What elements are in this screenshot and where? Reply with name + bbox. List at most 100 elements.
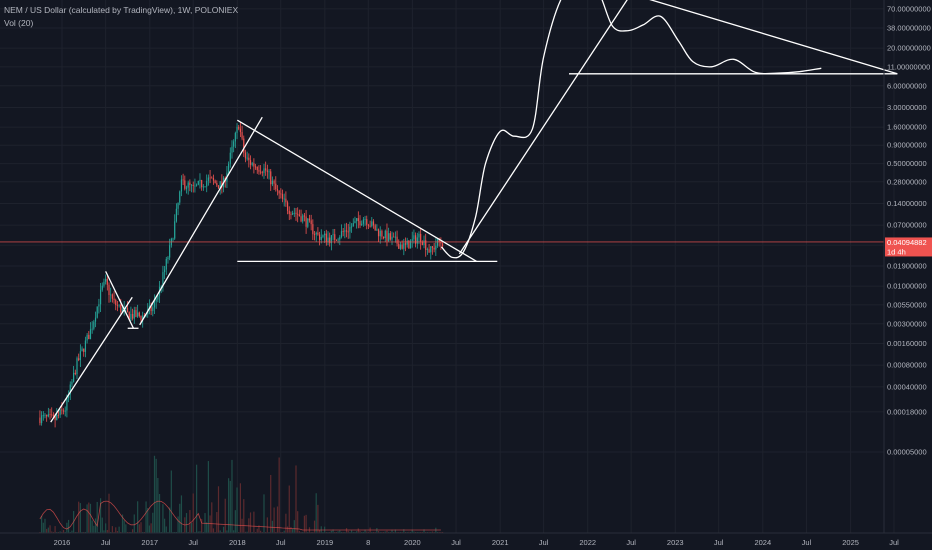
current-price-tag [885,237,932,257]
candle-body [214,180,216,184]
volume-bar [185,513,188,533]
candle-body [288,210,290,214]
candle-body [337,239,339,241]
volume-bar [266,517,268,533]
candle-body [310,220,312,225]
y-tick-label: 6.00000000 [887,81,927,90]
candle-body [155,299,157,302]
y-tick-label: 0.00550000 [887,300,927,309]
volume-indicator-label[interactable]: Vol (20) [4,18,34,28]
y-tick-label: 38.00000000 [887,23,931,32]
volume-bar [226,530,228,533]
candle-body [64,410,66,412]
candle-body [430,246,432,253]
x-tick-label: Jul [889,538,899,547]
candle-body [177,202,179,209]
volume-bar [357,528,359,533]
x-tick-label: Jul [714,538,724,547]
volume-bar [297,511,299,533]
candle-body [364,219,366,220]
x-tick-label: Jul [101,538,111,547]
candle-body [184,180,186,189]
candle-body [421,242,423,245]
volume-bar [158,494,161,533]
projection-curve [440,0,822,259]
candle-body [140,315,142,320]
volume-bar [276,506,279,533]
candle-body [317,232,319,235]
candle-body [175,208,177,222]
candle-body [396,236,398,244]
volume-bar [394,529,396,533]
y-tick-label: 0.00018000 [887,407,927,416]
volume-bar [197,531,199,533]
candle-body [206,180,208,187]
candle-body [361,223,363,226]
volume-bar [350,530,353,533]
volume-bar [211,502,213,533]
volume-bar [148,525,151,533]
candle-body [404,243,407,245]
candle-body [221,181,223,188]
candle-body [345,230,348,232]
candle-body [248,157,250,161]
volume-bar [228,478,230,533]
volume-bar [206,522,208,533]
candle-body [118,304,120,306]
candle-body [44,414,46,416]
candle-body [86,334,88,341]
candle-body [438,238,440,243]
candle-body [401,244,403,249]
x-axis[interactable]: 2016 Jul 2017 Jul 2018 Jul 2019 8 2020 Jul 2021 Jul… [0,532,932,547]
volume-bar [52,531,55,533]
candle-body [153,301,156,308]
volume-bar [313,520,316,533]
candle-body [93,321,95,329]
candle-body [420,233,422,243]
candle-body [52,414,55,416]
trendline [649,0,898,75]
candle-body [393,236,395,238]
candle-body [415,235,417,244]
candles [39,122,444,428]
candle-body [103,281,105,286]
volume-bar [111,526,113,533]
candle-body [260,171,262,173]
candle-body [261,172,263,174]
volume-bar [234,510,236,533]
volume-bar [118,526,120,533]
candle-body [194,185,196,187]
x-tick-label: 2018 [229,538,246,547]
candle-body [62,410,65,412]
volume-bar [155,458,157,533]
candle-body [209,177,211,179]
candle-body [324,233,326,236]
candle-body [344,230,346,232]
y-axis[interactable]: 70.00000000 38.00000000 20.00000000 11.0000… [883,0,931,533]
volume-bar [303,515,306,533]
volume-bar [79,503,81,533]
candle-body [84,340,87,352]
candle-body [190,184,193,186]
candle-body [192,184,194,186]
candle-body [108,284,110,295]
candle-body [76,358,78,375]
symbol-title[interactable]: NEM / US Dollar (calculated by TradingVi… [4,5,239,15]
candle-body [302,215,304,222]
candle-body [202,186,204,188]
y-tick-label: 0.01000000 [887,282,927,291]
y-tick-label: 0.00005000 [887,448,927,457]
candle-body [418,233,420,238]
candle-body [425,240,427,250]
candle-body [271,180,274,185]
candle-body [78,358,80,361]
candle-body [374,225,376,231]
y-tick-label: 11.00000000 [887,62,930,71]
candle-body [369,225,371,227]
volume-bar [246,531,248,533]
x-tick-label: Jul [188,538,198,547]
candle-body [350,226,353,228]
volume-bar [103,530,105,533]
candle-body [244,152,247,159]
